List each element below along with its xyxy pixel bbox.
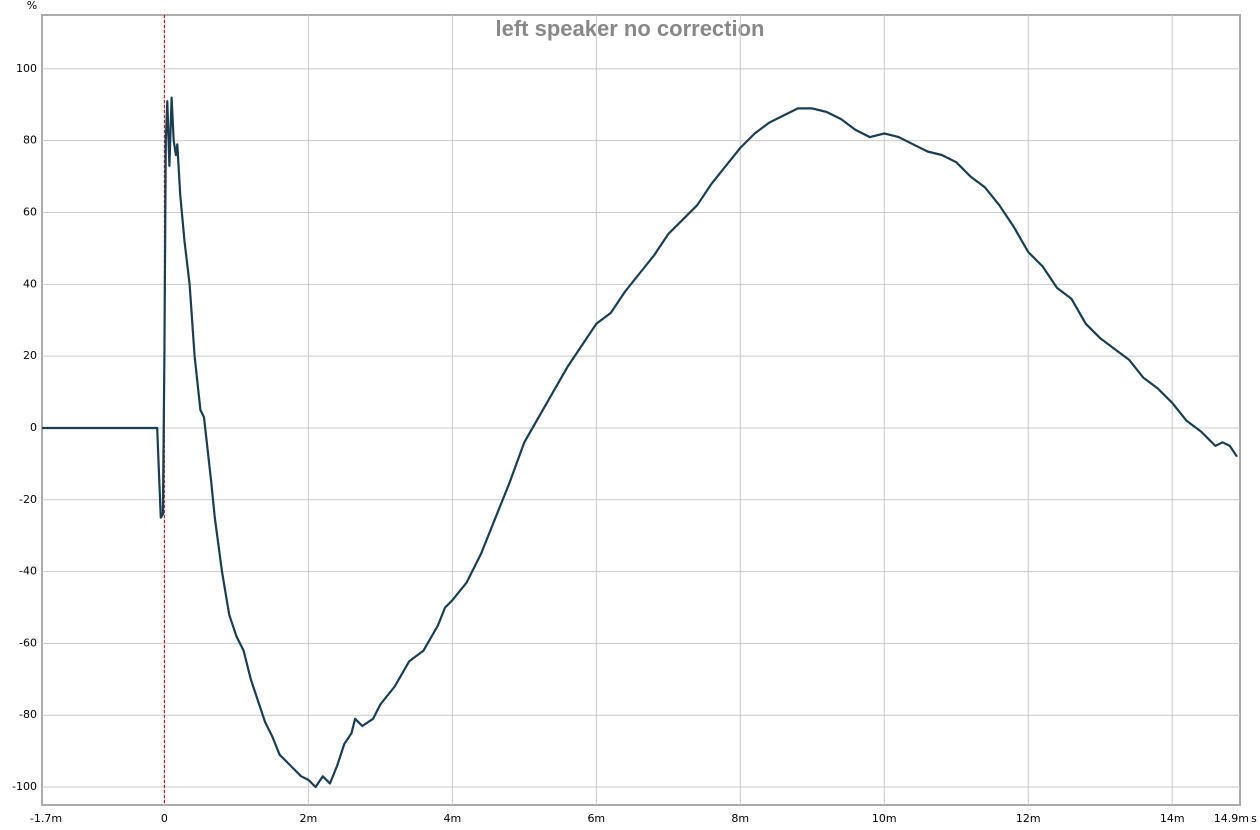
y-tick-label: 60	[23, 206, 37, 219]
y-tick-label: -40	[19, 565, 37, 578]
x-tick-label: 6m	[587, 812, 605, 825]
y-tick-label: 0	[30, 421, 37, 434]
y-tick-label: -20	[19, 493, 37, 506]
data-line	[42, 96, 1238, 789]
x-tick-label: -1.7m	[30, 812, 62, 825]
y-tick-label: 40	[23, 277, 37, 290]
y-tick-label: 80	[23, 134, 37, 147]
x-tick-label: 10m	[872, 812, 897, 825]
x-tick-label: 14.9m	[1214, 812, 1249, 825]
plot-frame	[41, 14, 1241, 806]
x-tick-label: 8m	[731, 812, 749, 825]
x-unit: s	[1251, 812, 1257, 825]
y-tick-label: 20	[23, 349, 37, 362]
y-tick-label: 100	[16, 62, 37, 75]
y-tick-label: -80	[19, 708, 37, 721]
x-tick-label: 14m	[1160, 812, 1185, 825]
y-tick-label: -60	[19, 636, 37, 649]
chart-title: left speaker no correction	[496, 16, 765, 41]
x-tick-label: 4m	[443, 812, 461, 825]
x-tick-label: 12m	[1016, 812, 1041, 825]
x-tick-label: 0	[161, 812, 168, 825]
y-unit: %	[27, 0, 37, 12]
y-tick-label: -100	[12, 780, 37, 793]
x-tick-label: 2m	[299, 812, 317, 825]
